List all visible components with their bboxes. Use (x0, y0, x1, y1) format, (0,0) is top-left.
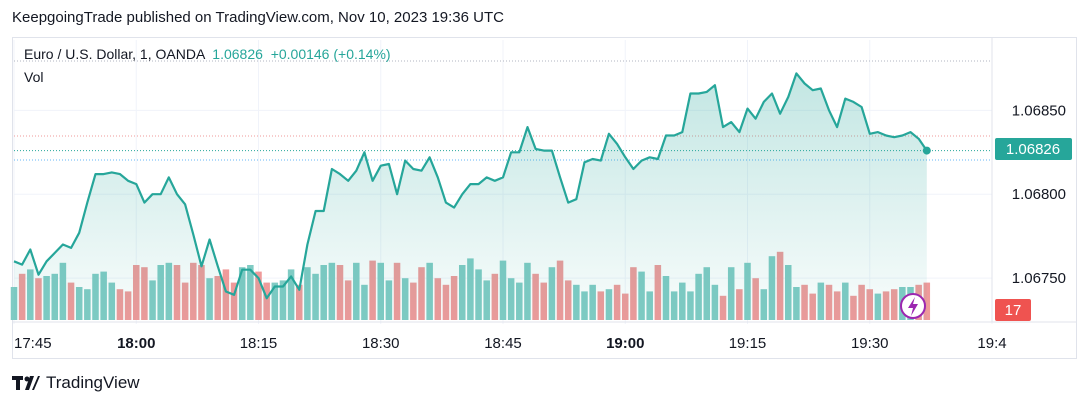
x-tick-label: 18:00 (117, 335, 155, 352)
x-tick-label: 18:30 (362, 335, 400, 352)
y-tick-label: 1.06750 (1012, 270, 1066, 287)
price-badge-label: 1.06826 (1006, 141, 1060, 158)
x-tick-label: 18:15 (240, 335, 278, 352)
price-area (14, 73, 927, 321)
x-axis-ticks: 17:45 18:00 18:15 18:30 18:45 19:00 19:15 19:30… (14, 335, 1007, 352)
publisher-line: KeepgoingTrade published on TradingView.… (12, 9, 504, 26)
brand-name: TradingView (46, 373, 140, 392)
x-tick-label: 17:45 (14, 335, 52, 352)
tradingview-footer[interactable]: TradingView (12, 373, 140, 393)
tradingview-logo-icon (12, 376, 40, 390)
volume-badge-label: 17 (1005, 302, 1022, 319)
x-tick-label: 19:30 (851, 335, 889, 352)
volume-badge: 17 (995, 299, 1031, 321)
x-tick-label: 19:4 (977, 335, 1006, 352)
price-change: +0.00146 (270, 46, 330, 62)
y-tick-label: 1.06800 (1012, 186, 1066, 203)
price-badge: 1.06826 (995, 138, 1072, 160)
symbol-legend: Euro / U.S. Dollar, 1, OANDA 1.06826 +0.… (24, 46, 391, 62)
symbol-title: Euro / U.S. Dollar, 1, OANDA (24, 46, 205, 62)
x-tick-label: 19:00 (606, 335, 644, 352)
last-price: 1.06826 (212, 46, 263, 62)
y-axis-ticks: 1.06850 1.06800 1.06750 (1012, 102, 1066, 287)
x-tick-label: 18:45 (484, 335, 522, 352)
last-price-dot (922, 146, 931, 155)
x-tick-label: 19:15 (729, 335, 767, 352)
chart-panel (12, 37, 1077, 359)
price-change-pct: (+0.14%) (333, 46, 391, 62)
y-tick-label: 1.06850 (1012, 102, 1066, 119)
price-line (13, 72, 928, 300)
volume-label: Vol (24, 69, 44, 85)
reference-lines (14, 60, 992, 161)
lightning-icon[interactable] (900, 293, 926, 319)
